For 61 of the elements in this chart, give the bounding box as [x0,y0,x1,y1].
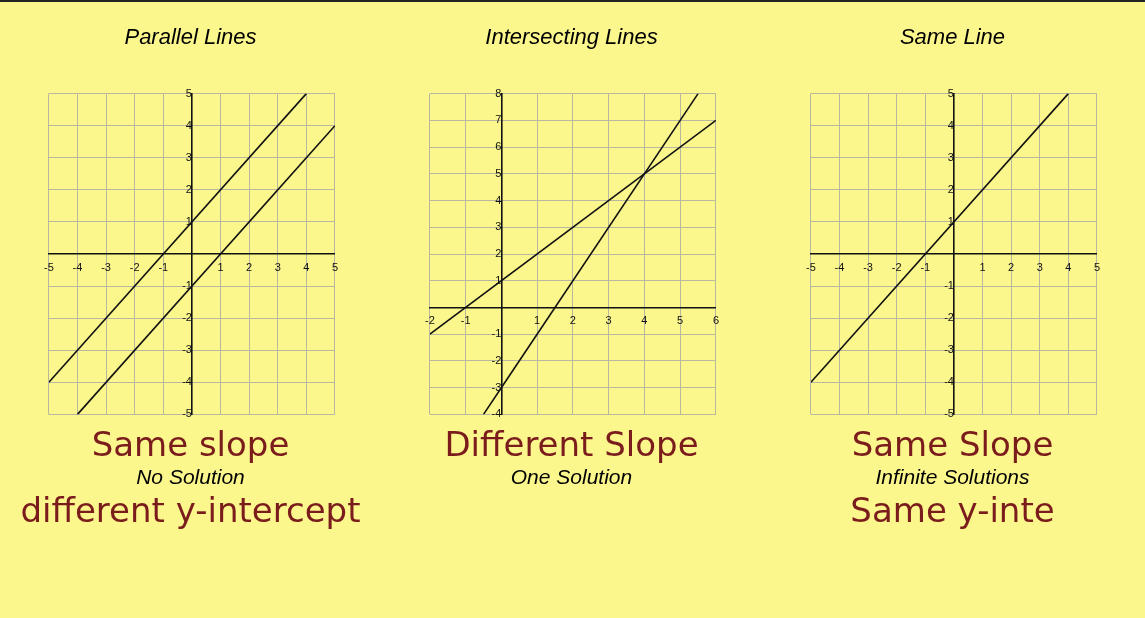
x-tick-label: -5 [805,260,816,273]
x-tick-label: -3 [862,260,873,273]
text: different y-intercept [20,490,361,530]
y-tick-label: -3 [943,343,954,356]
text: No Solution [136,464,245,490]
chart-title: Parallel Lines [124,24,257,51]
x-tick-label: 3 [274,260,281,273]
y-tick-label: 3 [494,220,501,233]
x-tick-label: 3 [605,314,612,327]
x-tick-label: -1 [157,260,168,273]
x-tick-label: -2 [891,260,902,273]
x-tick-label: 4 [302,260,309,273]
y-tick-label: 4 [494,193,501,206]
y-tick-label: 2 [185,182,192,195]
y-tick-label: 3 [947,150,954,163]
y-tick-label: -3 [491,380,501,393]
y-tick-label: -3 [181,343,192,356]
x-tick-label: 1 [978,260,986,273]
x-tick-label: -3 [100,260,111,273]
x-tick-label: -2 [424,314,435,327]
y-tick-label: -1 [491,327,501,340]
y-tick-label: -4 [491,407,501,420]
y-tick-label: -1 [943,279,954,292]
y-tick-label: -5 [943,407,954,420]
text: Infinite Solutions [875,464,1030,490]
x-tick-label: 5 [1093,260,1100,273]
x-tick-label: 1 [533,314,540,327]
text: Same Slope [851,424,1054,464]
text: One Solution [510,464,633,490]
x-tick-label: -1 [919,260,930,273]
x-tick-label: -5 [43,260,54,273]
x-tick-label: 2 [245,260,252,273]
x-tick-label: 3 [1036,260,1043,273]
y-tick-label: 5 [494,166,501,179]
y-tick-label: 2 [947,182,954,195]
y-tick-label: 3 [185,150,192,163]
x-tick-label: -1 [460,314,471,327]
x-tick-label: 4 [640,314,647,327]
y-tick-label: 5 [185,86,192,99]
x-tick-label: 2 [1007,260,1014,273]
y-tick-label: 5 [947,86,954,99]
x-tick-label: 5 [331,260,338,273]
text: Same y-inte [850,490,1055,530]
y-tick-label: 7 [494,113,501,126]
y-tick-label: 2 [494,247,501,260]
x-tick-label: -4 [834,260,844,273]
x-tick-label: 2 [569,314,576,327]
x-tick-label: -4 [72,260,82,273]
y-tick-label: 6 [494,140,501,153]
x-tick-label: 5 [676,314,683,327]
chart-title: Intersecting Lines [485,24,658,51]
y-tick-label: -2 [491,353,501,366]
text: Different Slope [444,424,699,464]
x-tick-label: -2 [129,260,140,273]
chart-title: Same Line [899,24,1006,51]
text: Same slope [91,424,290,464]
x-tick-label: 4 [1064,260,1071,273]
x-tick-label: 6 [712,314,719,327]
x-tick-label: 1 [216,260,224,273]
y-tick-label: -5 [181,407,192,420]
y-tick-label: 8 [494,86,501,99]
